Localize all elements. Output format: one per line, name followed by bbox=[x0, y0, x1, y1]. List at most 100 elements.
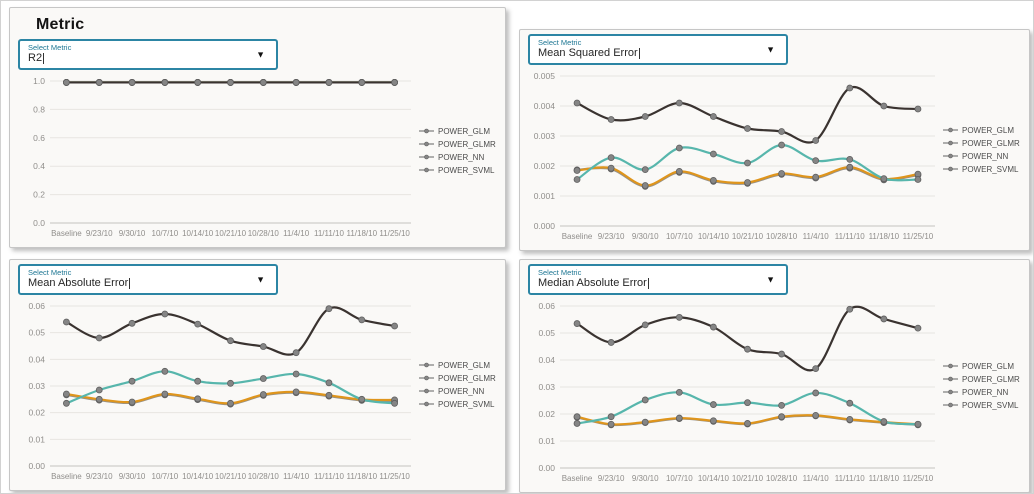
select-metric-label: Select Metric bbox=[28, 43, 72, 52]
select-metric-label: Select Metric bbox=[538, 268, 582, 277]
legend-label: POWER_GLM bbox=[438, 360, 491, 370]
series-marker-icon bbox=[419, 401, 434, 407]
svg-text:10/21/10: 10/21/10 bbox=[732, 232, 764, 241]
svg-text:0.01: 0.01 bbox=[538, 436, 555, 446]
svg-text:10/28/10: 10/28/10 bbox=[766, 232, 798, 241]
legend-label: POWER_SVML bbox=[438, 165, 495, 175]
svg-text:1.0: 1.0 bbox=[33, 76, 45, 86]
series-marker-icon bbox=[943, 363, 958, 369]
legend-item: POWER_SVML bbox=[419, 166, 501, 175]
series-marker-icon bbox=[943, 166, 958, 172]
svg-text:0.04: 0.04 bbox=[28, 355, 45, 365]
svg-text:Baseline: Baseline bbox=[51, 472, 82, 481]
svg-text:0.000: 0.000 bbox=[534, 221, 556, 231]
series-marker-icon bbox=[943, 153, 958, 159]
text-cursor bbox=[129, 278, 131, 290]
legend-label: POWER_GLMR bbox=[962, 374, 1020, 384]
svg-text:0.02: 0.02 bbox=[28, 408, 45, 418]
svg-text:10/14/10: 10/14/10 bbox=[182, 229, 214, 238]
legend-label: POWER_SVML bbox=[962, 400, 1019, 410]
svg-text:10/7/10: 10/7/10 bbox=[666, 232, 693, 241]
svg-text:9/23/10: 9/23/10 bbox=[86, 229, 113, 238]
legend-label: POWER_GLM bbox=[962, 125, 1015, 135]
legend-item: POWER_GLM bbox=[943, 126, 1025, 135]
svg-text:0.4: 0.4 bbox=[33, 161, 45, 171]
svg-text:10/14/10: 10/14/10 bbox=[698, 474, 730, 483]
svg-text:11/4/10: 11/4/10 bbox=[283, 472, 310, 481]
svg-text:11/18/10: 11/18/10 bbox=[346, 472, 377, 481]
selected-metric-value: Mean Squared Error bbox=[538, 47, 640, 60]
chevron-down-icon: ▼ bbox=[766, 44, 775, 55]
select-metric-label: Select Metric bbox=[538, 38, 582, 47]
chart-row: 0.0 0.2 0.4 0.6 0.8 1.0 Baseline 9/23/10 9/30/10… bbox=[16, 72, 501, 243]
svg-text:0.003: 0.003 bbox=[534, 131, 556, 141]
series-marker-icon bbox=[943, 376, 958, 382]
svg-text:Baseline: Baseline bbox=[51, 229, 82, 238]
legend: POWER_GLM POWER_GLMR POWER_NN POWER_SVML bbox=[419, 72, 501, 243]
legend-item: POWER_NN bbox=[943, 388, 1025, 397]
svg-text:10/7/10: 10/7/10 bbox=[152, 229, 179, 238]
svg-text:11/11/10: 11/11/10 bbox=[314, 472, 345, 481]
series-marker-icon bbox=[943, 127, 958, 133]
svg-text:0.8: 0.8 bbox=[33, 105, 45, 115]
svg-text:0.002: 0.002 bbox=[534, 161, 556, 171]
svg-text:Baseline: Baseline bbox=[562, 232, 593, 241]
legend-item: POWER_GLMR bbox=[943, 375, 1025, 384]
legend-item: POWER_GLM bbox=[419, 127, 501, 136]
metric-select-dropdown[interactable]: Select Metric Mean Absolute Error ▼ bbox=[18, 264, 278, 296]
legend-label: POWER_GLMR bbox=[438, 139, 496, 149]
svg-text:0.01: 0.01 bbox=[28, 435, 45, 445]
text-cursor bbox=[647, 278, 649, 290]
chart-row: 0.00 0.01 0.02 0.03 0.04 0.05 0.06 Baseline 9/23… bbox=[16, 297, 501, 486]
svg-text:10/21/10: 10/21/10 bbox=[215, 229, 247, 238]
legend-label: POWER_GLMR bbox=[438, 373, 496, 383]
text-cursor bbox=[638, 48, 640, 60]
selected-metric-value: R2 bbox=[28, 52, 45, 65]
svg-text:0.00: 0.00 bbox=[28, 461, 45, 471]
svg-text:11/25/10: 11/25/10 bbox=[379, 472, 410, 481]
legend: POWER_GLM POWER_GLMR POWER_NN POWER_SVML bbox=[943, 297, 1025, 488]
svg-text:10/7/10: 10/7/10 bbox=[666, 474, 693, 483]
legend: POWER_GLM POWER_GLMR POWER_NN POWER_SVML bbox=[419, 297, 501, 486]
svg-text:11/25/10: 11/25/10 bbox=[379, 229, 410, 238]
panel-mean-squared-error: Select Metric Mean Squared Error ▼ 0.000… bbox=[519, 29, 1030, 251]
series-marker-icon bbox=[943, 402, 958, 408]
metric-select-dropdown[interactable]: Select Metric R2 ▼ bbox=[18, 39, 278, 71]
chart-row: 0.000 0.001 0.002 0.003 0.004 0.005 Baseline 9/… bbox=[526, 67, 1025, 246]
svg-text:10/14/10: 10/14/10 bbox=[698, 232, 730, 241]
svg-text:10/28/10: 10/28/10 bbox=[248, 229, 280, 238]
legend-item: POWER_NN bbox=[419, 153, 501, 162]
svg-text:11/4/10: 11/4/10 bbox=[803, 474, 830, 483]
metric-select-dropdown[interactable]: Select Metric Median Absolute Error ▼ bbox=[528, 264, 788, 296]
svg-text:11/18/10: 11/18/10 bbox=[869, 474, 900, 483]
svg-text:0.2: 0.2 bbox=[33, 190, 45, 200]
metric-select-dropdown[interactable]: Select Metric Mean Squared Error ▼ bbox=[528, 34, 788, 66]
svg-text:9/23/10: 9/23/10 bbox=[598, 232, 625, 241]
panel-median-absolute-error: Select Metric Median Absolute Error ▼ 0.… bbox=[519, 259, 1030, 493]
chart-row: 0.00 0.01 0.02 0.03 0.04 0.05 0.06 Baseline 9/23… bbox=[526, 297, 1025, 488]
svg-text:10/21/10: 10/21/10 bbox=[732, 474, 764, 483]
selected-metric-value: Mean Absolute Error bbox=[28, 277, 131, 290]
legend: POWER_GLM POWER_GLMR POWER_NN POWER_SVML bbox=[943, 67, 1025, 246]
svg-text:11/25/10: 11/25/10 bbox=[903, 474, 934, 483]
selected-metric-value: Median Absolute Error bbox=[538, 277, 649, 290]
svg-text:11/18/10: 11/18/10 bbox=[869, 232, 900, 241]
legend-item: POWER_GLMR bbox=[943, 139, 1025, 148]
series-marker-icon bbox=[419, 388, 434, 394]
page-title: Metric bbox=[36, 16, 85, 33]
legend-item: POWER_GLM bbox=[419, 361, 501, 370]
chevron-down-icon: ▼ bbox=[256, 274, 265, 285]
svg-text:0.03: 0.03 bbox=[28, 381, 45, 391]
legend-item: POWER_SVML bbox=[943, 401, 1025, 410]
panel-r2: Metric Select Metric R2 ▼ 0.0 0.2 0.4 0.6 0.… bbox=[9, 7, 506, 248]
chart-mean-absolute-error: 0.00 0.01 0.02 0.03 0.04 0.05 0.06 Baseline 9/23… bbox=[16, 297, 419, 486]
svg-text:11/11/10: 11/11/10 bbox=[835, 474, 866, 483]
legend-item: POWER_GLMR bbox=[419, 374, 501, 383]
series-marker-icon bbox=[943, 140, 958, 146]
legend-item: POWER_SVML bbox=[943, 165, 1025, 174]
svg-text:0.0: 0.0 bbox=[33, 218, 45, 228]
svg-text:0.6: 0.6 bbox=[33, 133, 45, 143]
svg-text:0.05: 0.05 bbox=[538, 328, 555, 338]
svg-text:0.06: 0.06 bbox=[538, 301, 555, 311]
